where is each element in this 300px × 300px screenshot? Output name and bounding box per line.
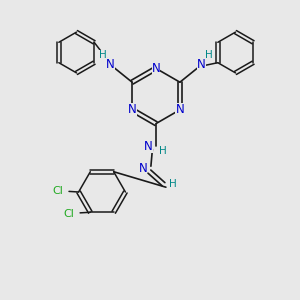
Text: H: H xyxy=(205,50,213,60)
Text: N: N xyxy=(128,103,136,116)
Text: N: N xyxy=(138,161,147,175)
Text: H: H xyxy=(159,146,167,156)
Text: H: H xyxy=(99,50,107,60)
Text: N: N xyxy=(197,58,206,71)
Text: N: N xyxy=(176,103,184,116)
Text: H: H xyxy=(169,179,176,189)
Text: N: N xyxy=(144,140,153,153)
Text: N: N xyxy=(106,58,115,71)
Text: N: N xyxy=(152,62,160,75)
Text: Cl: Cl xyxy=(52,185,63,196)
Text: Cl: Cl xyxy=(63,209,74,219)
